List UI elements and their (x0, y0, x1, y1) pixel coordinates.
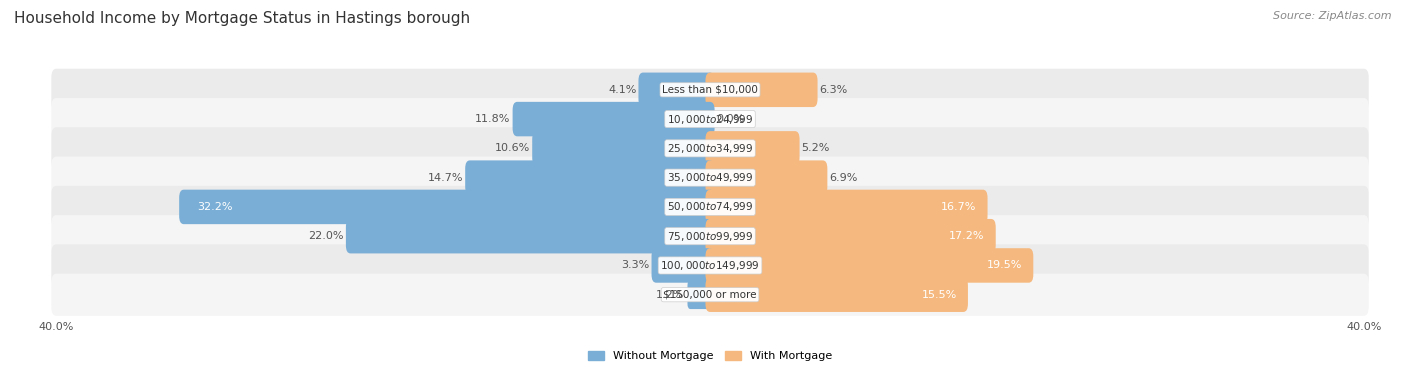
FancyBboxPatch shape (688, 280, 713, 309)
FancyBboxPatch shape (513, 102, 714, 136)
Text: 6.3%: 6.3% (820, 85, 848, 95)
FancyBboxPatch shape (706, 160, 827, 195)
Text: 5.2%: 5.2% (801, 143, 830, 153)
Text: 11.8%: 11.8% (475, 114, 510, 124)
FancyBboxPatch shape (706, 73, 817, 107)
Text: $150,000 or more: $150,000 or more (664, 290, 756, 300)
Text: $10,000 to $24,999: $10,000 to $24,999 (666, 113, 754, 126)
FancyBboxPatch shape (706, 190, 987, 224)
Text: 1.2%: 1.2% (655, 290, 683, 300)
Text: 22.0%: 22.0% (308, 231, 344, 241)
Legend: Without Mortgage, With Mortgage: Without Mortgage, With Mortgage (583, 346, 837, 366)
Text: 16.7%: 16.7% (941, 202, 976, 212)
Text: $100,000 to $149,999: $100,000 to $149,999 (661, 259, 759, 272)
Text: 3.3%: 3.3% (621, 261, 650, 270)
Text: $25,000 to $34,999: $25,000 to $34,999 (666, 142, 754, 155)
FancyBboxPatch shape (52, 156, 1368, 199)
FancyBboxPatch shape (706, 219, 995, 253)
Text: 4.1%: 4.1% (609, 85, 637, 95)
Text: Household Income by Mortgage Status in Hastings borough: Household Income by Mortgage Status in H… (14, 11, 470, 26)
Text: 0.0%: 0.0% (717, 114, 745, 124)
FancyBboxPatch shape (52, 215, 1368, 257)
Text: 19.5%: 19.5% (987, 261, 1022, 270)
Text: Less than $10,000: Less than $10,000 (662, 85, 758, 95)
FancyBboxPatch shape (706, 248, 1033, 283)
Text: 10.6%: 10.6% (495, 143, 530, 153)
Text: 32.2%: 32.2% (197, 202, 232, 212)
Text: $75,000 to $99,999: $75,000 to $99,999 (666, 230, 754, 243)
Text: 14.7%: 14.7% (427, 173, 463, 182)
FancyBboxPatch shape (638, 73, 714, 107)
FancyBboxPatch shape (706, 131, 800, 166)
FancyBboxPatch shape (346, 219, 714, 253)
FancyBboxPatch shape (651, 248, 714, 283)
Text: $50,000 to $74,999: $50,000 to $74,999 (666, 201, 754, 213)
FancyBboxPatch shape (52, 69, 1368, 111)
FancyBboxPatch shape (52, 98, 1368, 140)
FancyBboxPatch shape (52, 186, 1368, 228)
FancyBboxPatch shape (52, 244, 1368, 287)
FancyBboxPatch shape (179, 190, 714, 224)
Text: $35,000 to $49,999: $35,000 to $49,999 (666, 171, 754, 184)
Text: 6.9%: 6.9% (830, 173, 858, 182)
FancyBboxPatch shape (465, 160, 714, 195)
FancyBboxPatch shape (533, 131, 714, 166)
Text: 15.5%: 15.5% (921, 290, 957, 300)
Text: 17.2%: 17.2% (949, 231, 984, 241)
FancyBboxPatch shape (52, 274, 1368, 316)
Text: Source: ZipAtlas.com: Source: ZipAtlas.com (1274, 11, 1392, 21)
FancyBboxPatch shape (52, 127, 1368, 169)
FancyBboxPatch shape (706, 277, 967, 312)
